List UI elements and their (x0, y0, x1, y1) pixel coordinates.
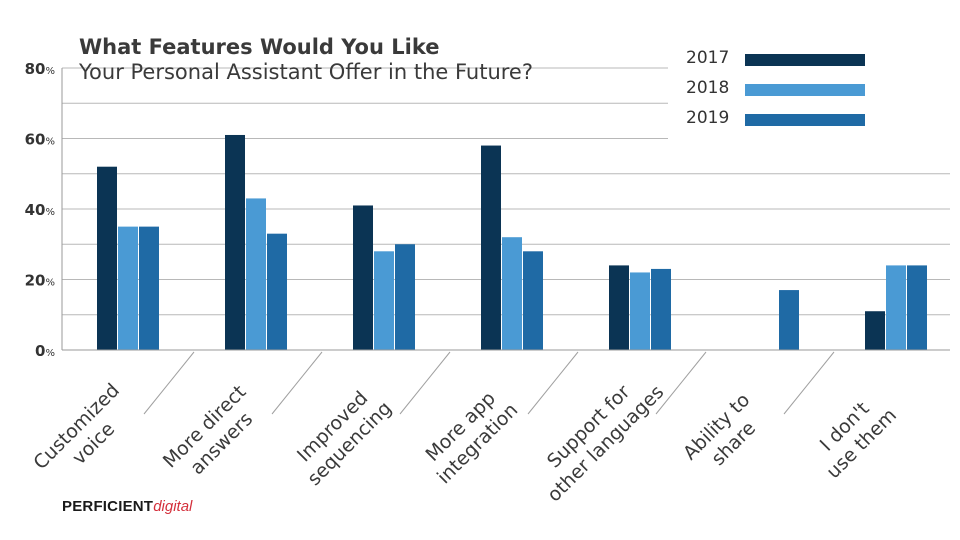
category-separator (399, 351, 451, 415)
y-tick-label: 20% (25, 272, 55, 290)
legend-swatch (745, 54, 865, 66)
bar-2017 (609, 265, 629, 350)
category-separator (655, 351, 707, 415)
chart-title: What Features Would You Like (79, 35, 440, 59)
legend-label: 2018 (686, 78, 730, 98)
chart-legend: 2017 2018 2019 (668, 44, 950, 140)
bar-2017 (481, 145, 501, 350)
perficient-digital-logo: PERFICIENTdigital (62, 498, 192, 515)
bar-2019 (139, 226, 159, 350)
bar-2019 (779, 290, 799, 350)
x-category-label: Improvedsequencing (286, 380, 396, 490)
x-category-label: Customizedvoice (29, 379, 141, 491)
bar-2019 (907, 265, 927, 350)
legend-label: 2019 (686, 108, 730, 128)
bar-2019 (523, 251, 543, 350)
x-category-label: More directanswers (159, 381, 268, 490)
y-tick-label: 0% (35, 342, 55, 360)
category-separator (527, 351, 579, 415)
bar-2019 (267, 233, 287, 350)
logo-text-perficient: PERFICIENT (62, 498, 154, 515)
bar-2018 (630, 272, 650, 350)
bar-2018 (118, 226, 138, 350)
chart-subtitle: Your Personal Assistant Offer in the Fut… (79, 60, 534, 84)
x-category-label: More appintegration (416, 382, 522, 488)
bar-2018 (502, 237, 522, 350)
bar-2017 (353, 205, 373, 350)
bar-2019 (651, 268, 671, 350)
bar-2017 (225, 134, 245, 350)
y-tick-label: 80% (25, 60, 55, 78)
bar-2018 (246, 198, 266, 350)
bar-2018 (886, 265, 906, 350)
x-category-label: Support forother languages (526, 364, 668, 506)
bar-2017 (97, 166, 117, 350)
category-separator (783, 351, 835, 415)
logo-text-digital: digital (153, 498, 193, 515)
x-category-label: I don'tuse them (805, 387, 901, 483)
y-tick-label: 40% (25, 201, 55, 219)
bar-2017 (865, 311, 885, 350)
bar-2019 (395, 244, 415, 350)
legend-swatch (745, 114, 865, 126)
x-category-label: Ability toshare (679, 389, 771, 481)
legend-swatch (745, 84, 865, 96)
category-separator (271, 351, 323, 415)
legend-label: 2017 (686, 48, 730, 68)
y-tick-label: 60% (25, 131, 55, 149)
bar-2018 (374, 251, 394, 350)
category-separator (143, 351, 195, 415)
